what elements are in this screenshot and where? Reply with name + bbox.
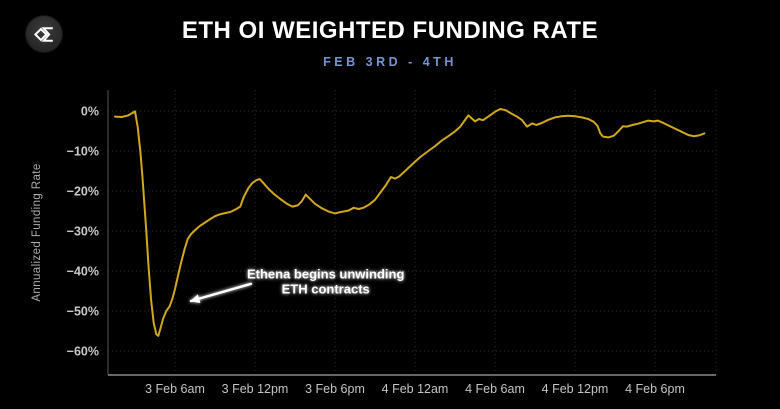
x-tick-label: 3 Feb 6pm — [305, 382, 365, 396]
x-tick-label: 4 Feb 6pm — [625, 382, 685, 396]
sigma-diamond-icon — [34, 26, 53, 42]
horizontal-gridlines — [108, 110, 716, 352]
y-tick-label: −50% — [67, 305, 99, 319]
annotation-line-2: ETH contracts — [282, 281, 370, 296]
y-tick-label: −30% — [67, 225, 99, 239]
x-tick-labels: 3 Feb 6am 3 Feb 12pm 3 Feb 6pm 4 Feb 12am 4 … — [145, 382, 685, 396]
y-tick-label: 0% — [81, 105, 99, 119]
funding-rate-line — [114, 108, 706, 337]
x-tick-label: 4 Feb 12pm — [542, 382, 609, 396]
chart-subtitle: FEB 3RD - 4TH — [323, 55, 457, 69]
y-tick-labels: 0% −10% −20% −30% −40% −50% −60% — [67, 105, 99, 359]
annotation: Ethena begins unwinding ETH contracts — [189, 267, 405, 303]
y-tick-label: −60% — [67, 345, 99, 359]
y-tick-label: −10% — [67, 145, 99, 159]
x-tick-label: 3 Feb 6am — [145, 382, 205, 396]
y-tick-label: −20% — [67, 185, 99, 199]
x-tick-label: 4 Feb 12am — [382, 382, 449, 396]
x-tick-label: 4 Feb 6am — [465, 382, 525, 396]
y-axis-title: Annualized Funding Rate — [31, 163, 43, 301]
x-tick-label: 3 Feb 12pm — [222, 382, 289, 396]
y-tick-label: −40% — [67, 265, 99, 279]
velo-logo-button[interactable] — [25, 15, 63, 53]
page-title: ETH OI WEIGHTED FUNDING RATE — [181, 17, 599, 44]
annotation-line-1: Ethena begins unwinding — [247, 267, 405, 282]
annotation-arrow — [189, 282, 253, 303]
vertical-gridlines — [174, 90, 717, 375]
